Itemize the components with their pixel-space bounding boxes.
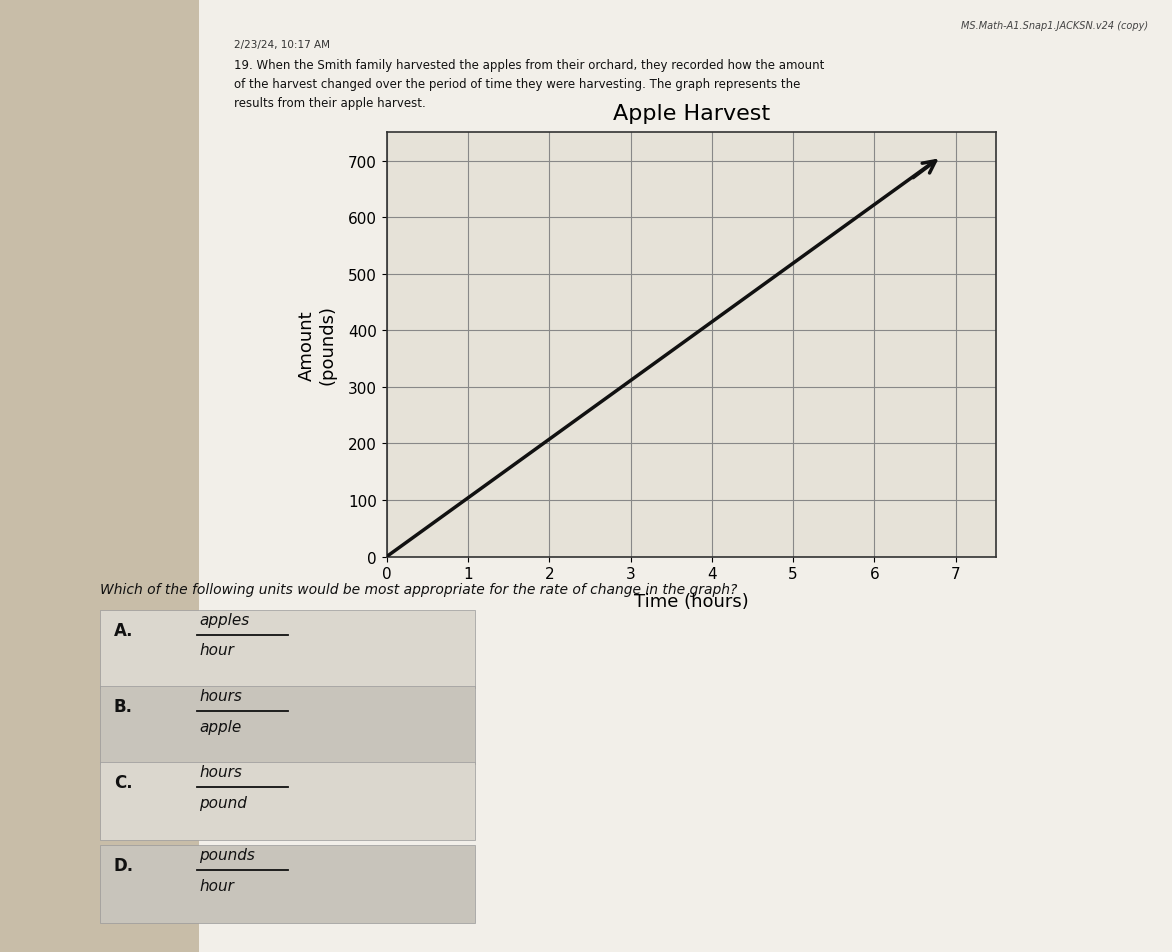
Text: hours: hours [199, 764, 243, 780]
X-axis label: Time (hours): Time (hours) [634, 593, 749, 610]
Bar [100, 845, 475, 923]
Bar [100, 686, 475, 764]
Text: 19. When the Smith family harvested the apples from their orchard, they recorded: 19. When the Smith family harvested the … [234, 59, 825, 72]
Text: apple: apple [199, 719, 241, 734]
Text: results from their apple harvest.: results from their apple harvest. [234, 97, 427, 110]
Bar [100, 763, 475, 841]
Text: hour: hour [199, 643, 234, 658]
Text: B.: B. [114, 698, 132, 715]
Text: pound: pound [199, 795, 247, 810]
Text: apples: apples [199, 612, 250, 627]
Text: 2/23/24, 10:17 AM: 2/23/24, 10:17 AM [234, 40, 331, 50]
Text: D.: D. [114, 857, 134, 874]
Text: MS.Math-A1.Snap1.JACKSN.v24 (copy): MS.Math-A1.Snap1.JACKSN.v24 (copy) [961, 21, 1149, 30]
Bar [100, 610, 475, 688]
Bar [199, 0, 1172, 952]
Text: of the harvest changed over the period of time they were harvesting. The graph r: of the harvest changed over the period o… [234, 78, 800, 91]
Title: Apple Harvest: Apple Harvest [613, 104, 770, 124]
Y-axis label: Amount
(pounds): Amount (pounds) [298, 306, 336, 385]
Text: C.: C. [114, 774, 132, 791]
Text: Which of the following units would be most appropriate for the rate of change in: Which of the following units would be mo… [100, 583, 737, 597]
Text: hours: hours [199, 688, 243, 704]
Text: pounds: pounds [199, 847, 255, 863]
Text: A.: A. [114, 622, 134, 639]
Text: hour: hour [199, 878, 234, 893]
